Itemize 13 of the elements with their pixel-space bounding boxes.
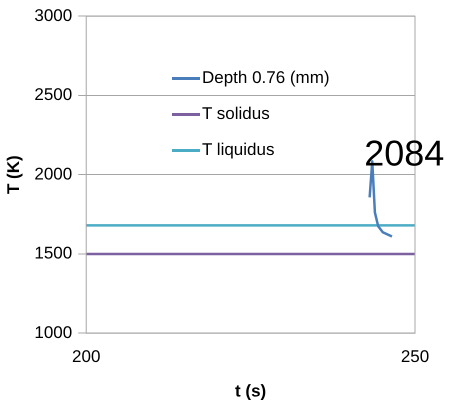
legend-label: T liquidus [202, 139, 274, 161]
y-tick-label: 3000 [34, 6, 72, 25]
x-tick-label: 200 [72, 347, 100, 366]
annotation: 2084 [364, 132, 444, 174]
x-axis-title: t (s) [235, 381, 266, 400]
y-tick-label: 2000 [34, 164, 72, 184]
y-axis-title: T (K) [4, 155, 23, 194]
legend-label: Depth 0.76 (mm) [202, 67, 330, 89]
legend-label: T solidus [202, 103, 270, 125]
x-tick-label: 250 [400, 347, 430, 366]
y-tick-label: 1500 [34, 244, 72, 263]
y-tick-label: 1000 [34, 322, 72, 342]
y-tick-label: 2500 [34, 85, 72, 104]
